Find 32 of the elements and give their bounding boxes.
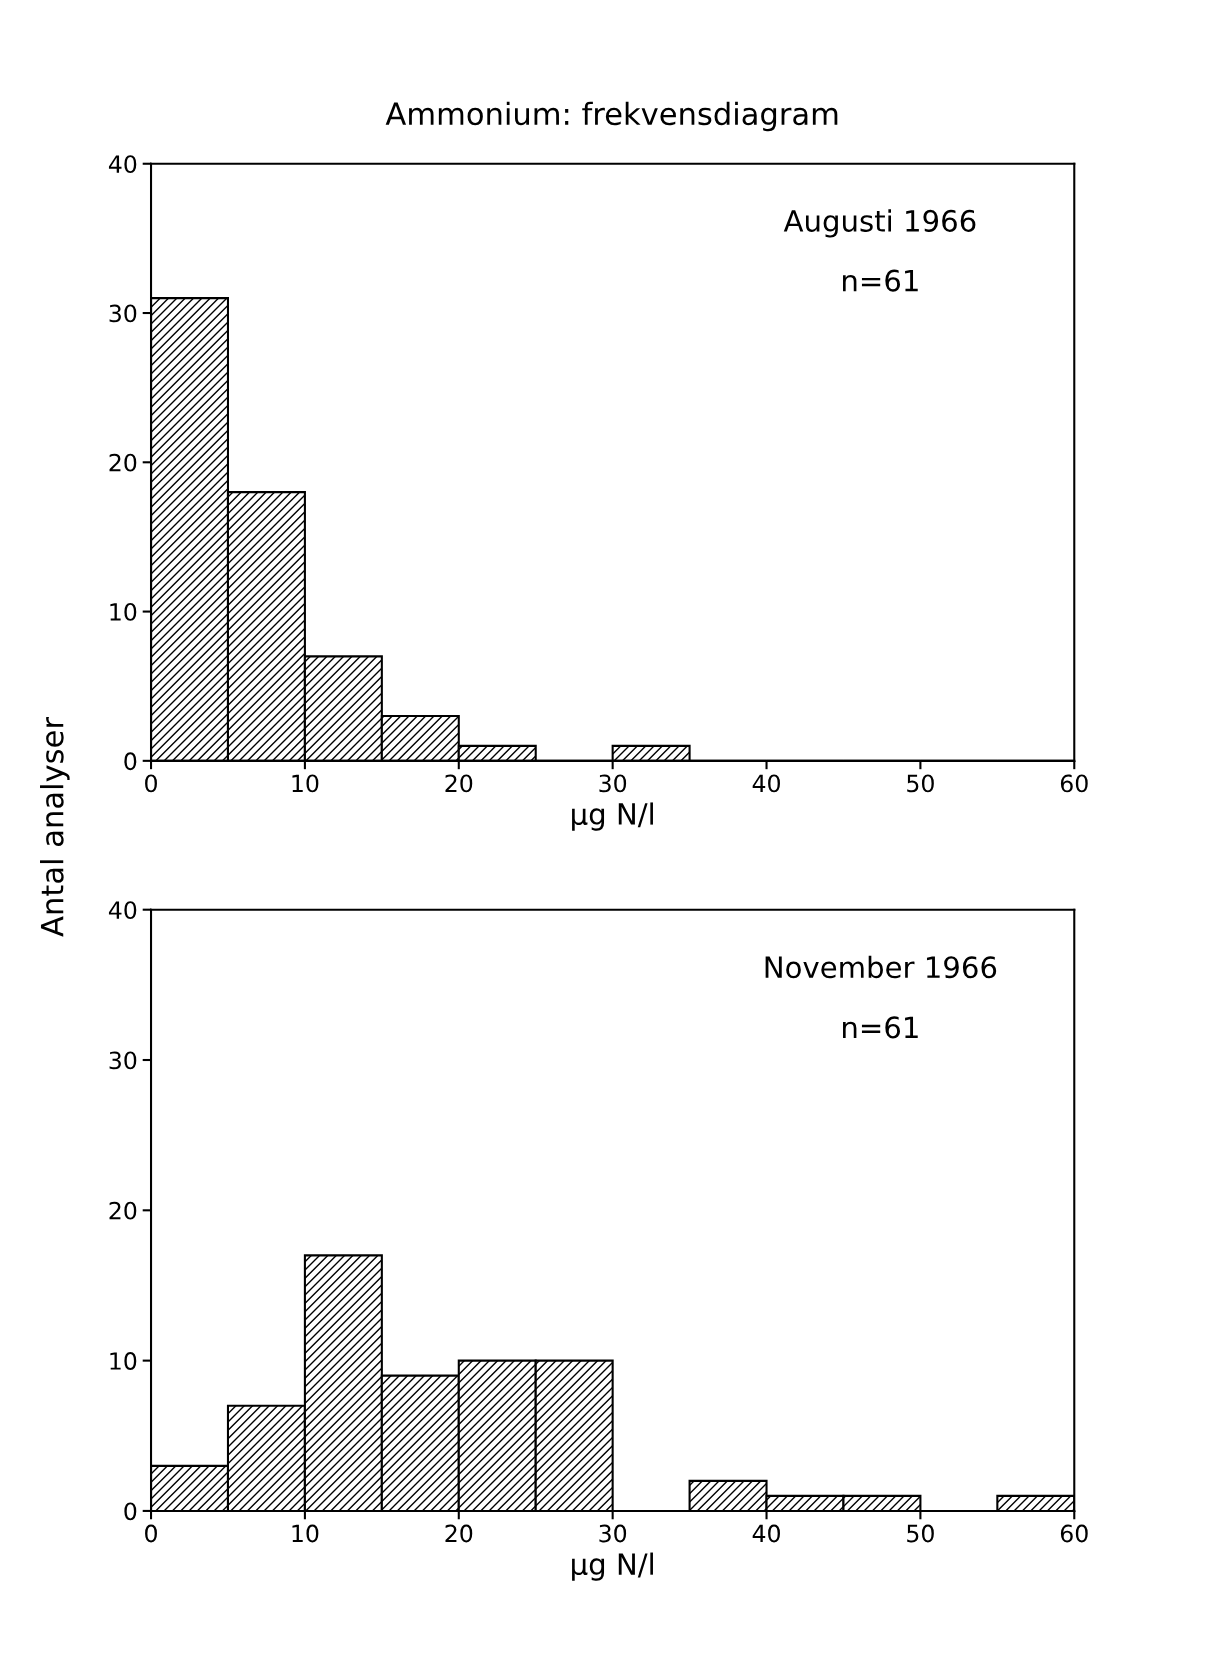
annotation: Augusti 1966 [783,209,976,238]
x-tick-label: 0 [145,1524,157,1543]
x-tick-label: 50 [907,1524,934,1543]
x-tick-label: 30 [599,1524,627,1543]
y-tick-label: 40 [108,901,137,920]
x-axis-title: µg N/l [572,1552,653,1581]
chart-title: Ammonium: frekvensdiagram [385,101,838,132]
x-tick-label: 0 [145,774,157,793]
x-tick-label: 50 [907,774,934,793]
y-tick-label: 30 [109,1051,137,1070]
x-axis-title: µg N/l [572,802,653,831]
y-tick-label: 40 [108,155,137,174]
y-tick-label: 10 [110,1352,137,1370]
x-tick-label: 20 [445,774,473,793]
y-tick-label: 0 [124,1502,137,1521]
annotation: n=61 [843,269,918,292]
y-tick-label: 20 [109,1201,137,1220]
x-tick-label: 10 [292,774,319,793]
y-tick-label: 0 [124,752,137,771]
y-tick-label: 10 [110,603,137,621]
x-tick-label: 60 [1060,774,1088,793]
annotation: n=61 [843,1016,918,1039]
x-tick-label: 10 [292,1524,319,1543]
y-axis-title: Antal analyser [40,717,70,937]
y-tick-label: 20 [109,453,137,472]
x-tick-label: 20 [445,1524,473,1543]
y-tick-label: 30 [109,304,137,323]
x-tick-label: 40 [752,1524,780,1543]
x-tick-label: 60 [1060,1524,1088,1543]
x-tick-label: 30 [599,774,627,793]
annotation: November 1966 [765,955,997,979]
x-tick-label: 40 [752,774,780,793]
